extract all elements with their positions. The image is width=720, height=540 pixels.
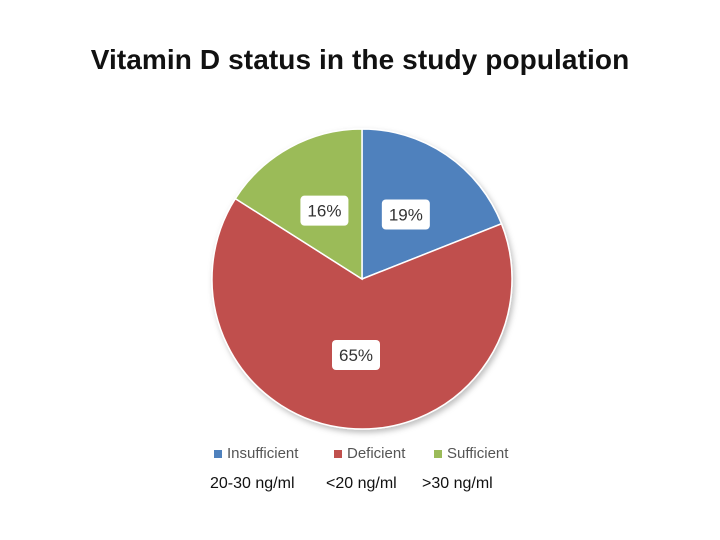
data-label-text-insufficient: 19% <box>389 205 423 224</box>
data-label-box-deficient <box>332 340 380 370</box>
pie-slice-insufficient <box>361 128 503 281</box>
pie-slice-sufficient <box>234 128 363 281</box>
legend-swatch-deficient <box>334 449 342 458</box>
data-label-box-sufficient <box>300 195 349 226</box>
legend-label-deficient: Deficient <box>347 445 406 462</box>
data-label-insufficient: 19% <box>381 199 430 230</box>
data-label-box-insufficient <box>381 199 430 230</box>
data-label-sufficient: 16% <box>300 195 349 226</box>
data-label-text-sufficient: 16% <box>307 202 341 221</box>
legend-label-insufficient: Insufficient <box>227 445 299 462</box>
chart-title: Vitamin D status in the study population <box>90 44 630 75</box>
legend-entry-sufficient: Sufficient <box>434 445 508 462</box>
legend-entry-deficient: Deficient <box>334 445 405 462</box>
legend-label-sufficient: Sufficient <box>447 445 509 462</box>
data-label-text-deficient: 65% <box>339 346 373 365</box>
range-label-deficient: <20 ng/ml <box>326 475 397 492</box>
legend: Insufficient Deficient Sufficient <box>214 445 534 463</box>
legend-entry-insufficient: Insufficient <box>214 445 298 462</box>
range-label-insufficient: 20-30 ng/ml <box>210 475 295 492</box>
data-label-deficient: 65% <box>332 340 380 370</box>
legend-swatch-sufficient <box>434 449 442 458</box>
range-label-sufficient: >30 ng/ml <box>422 475 493 492</box>
legend-swatch-insufficient <box>214 449 222 458</box>
pie-slice-deficient <box>211 197 513 430</box>
